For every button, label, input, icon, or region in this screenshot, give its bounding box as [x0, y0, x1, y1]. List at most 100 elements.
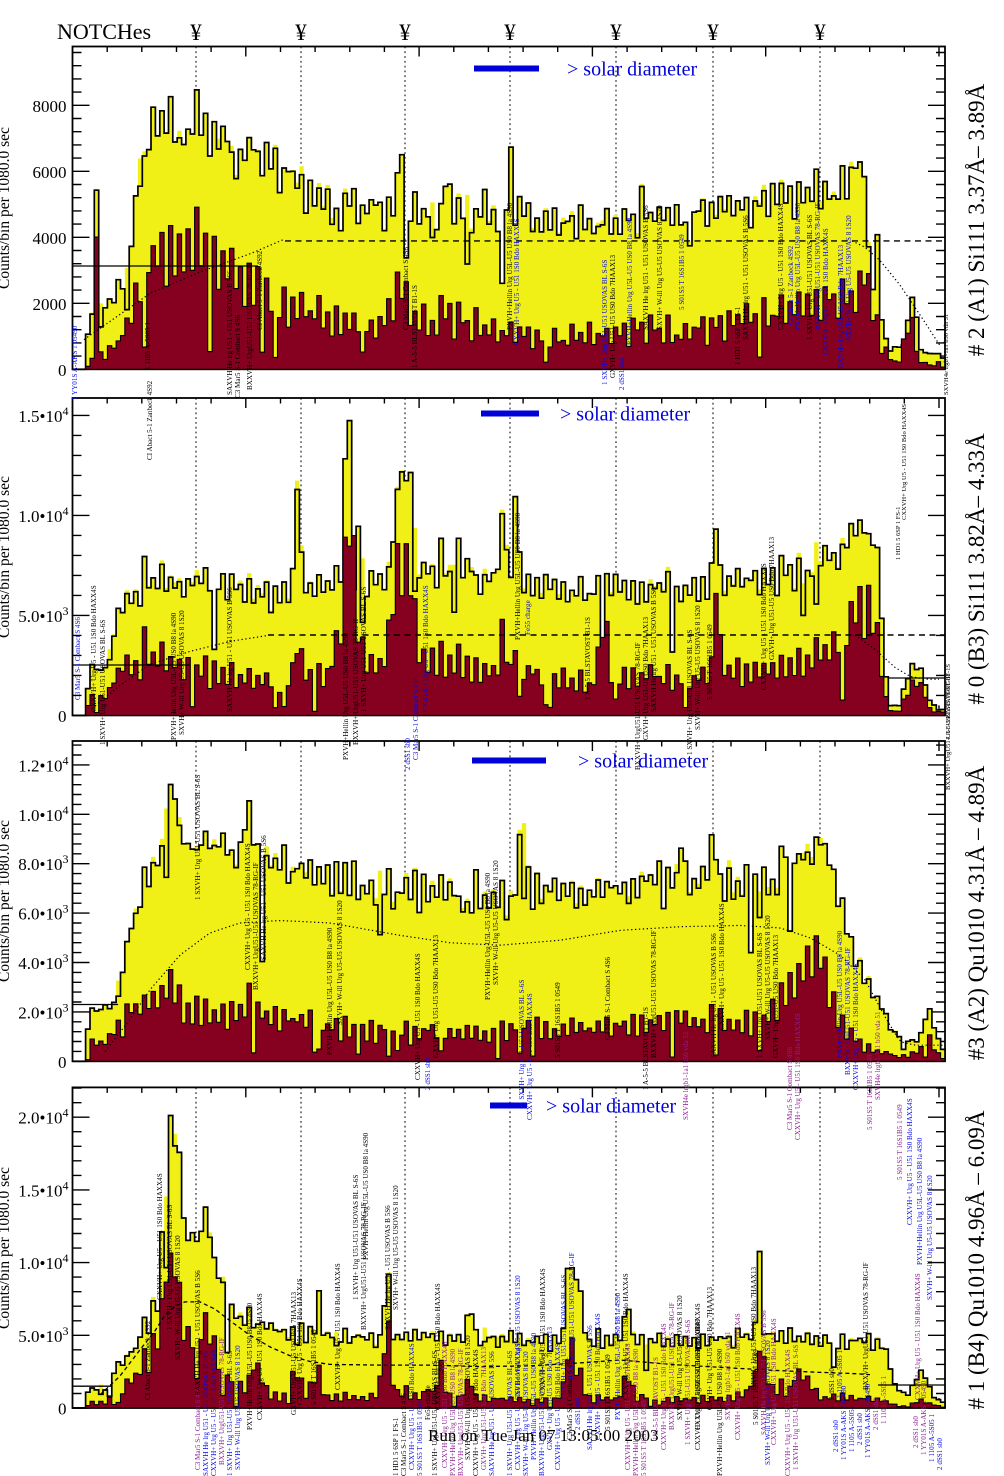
svg-text:SXVH+ W-ill Urg U5-U5 USOVAS 8: SXVH+ W-ill Urg U5-U5 USOVAS 8 1S20 — [522, 1351, 530, 1476]
svg-text:5 S01S5 T 16S1B5 1 0549: 5 S01S5 T 16S1B5 1 0549 — [706, 624, 714, 700]
svg-text:5 S01S5 T 16S1B5 1 0549: 5 S01S5 T 16S1B5 1 0549 — [694, 1319, 702, 1395]
svg-text:BXXVH+ UrgU51-U51 USOVAS 78-RG: BXXVH+ UrgU51-U51 USOVAS 78-RG-IF — [568, 1252, 576, 1380]
svg-text:0: 0 — [58, 1400, 67, 1419]
svg-text:1 HD1 5 6SP 1 FS-1: 1 HD1 5 6SP 1 FS-1 — [734, 306, 742, 365]
svg-text:SAXVH He lrg U51 - U51 USOVAS: SAXVH He lrg U51 - U51 USOVAS B 5S6 — [226, 270, 234, 395]
svg-text:NOTCHes: NOTCHes — [57, 19, 151, 44]
svg-text:CXXVH+ Urg U5 - U51 1S0 Bdo HA: CXXVH+ Urg U5 - U51 1S0 Bdo HAXX4S — [852, 963, 860, 1090]
svg-text:CXXVH+ Urg U5 - U51 1S0 Bdo HA: CXXVH+ Urg U5 - U51 1S0 Bdo HAXX4S — [472, 1349, 480, 1476]
svg-text:CXXVH+ Urg U5 - U51 1S0 Bdo HA: CXXVH+ Urg U5 - U51 1S0 Bdo HAXX4S — [777, 203, 785, 330]
svg-text:CXXVH+ Urg U5 - U51 1S0 Bdo HA: CXXVH+ Urg U5 - U51 1S0 Bdo HAXX4S — [408, 1343, 416, 1470]
svg-text:CXXVH+ Urg U5 - U51 1S0 Bdo HA: CXXVH+ Urg U5 - U51 1S0 Bdo HAXX4S — [822, 228, 830, 355]
svg-text:C3 Mar5 S-1 Combact S 4S6: C3 Mar5 S-1 Combact S 4S6 — [74, 617, 82, 700]
svg-text:0: 0 — [58, 361, 67, 380]
svg-text:BXXVH+ UrgU51-U51 USOVAS 78-RG: BXXVH+ UrgU51-U51 USOVAS 78-RG-IF — [945, 673, 952, 790]
svg-text:SAXVH He lrg U51 - U51 USOVAS: SAXVH He lrg U51 - U51 USOVAS B 5S6 — [586, 1325, 594, 1450]
svg-text:1 SXVH+ Urg U51-U51 USOVAS BL: 1 SXVH+ Urg U51-U51 USOVAS BL S-6S — [360, 587, 368, 712]
svg-text:5 S01S5 T 16S1B5 1 0549: 5 S01S5 T 16S1B5 1 0549 — [640, 1400, 648, 1476]
svg-text:CXXVH+ Urg U5 - U51 1S0 Bdo HA: CXXVH+ Urg U5 - U51 1S0 Bdo HAXX4S — [90, 585, 98, 712]
svg-text:1 1105 A-5S05 1: 1 1105 A-5S05 1 — [928, 1414, 936, 1462]
svg-text:CXXVH+ Urg U5 - U51 1S0 Bdo HA: CXXVH+ Urg U5 - U51 1S0 Bdo HAXX4S — [660, 1323, 668, 1450]
svg-text:CXXVH+ Urg U5 - U51 1S0 Bdo HA: CXXVH+ Urg U5 - U51 1S0 Bdo HAXX4S — [210, 1349, 218, 1476]
svg-text:GXVH+ Urg U51-U5 US0 Bdo 7HAAX: GXVH+ Urg U51-U5 US0 Bdo 7HAAX13 — [768, 536, 776, 660]
svg-text:CXXVH+ Urg U5 - U51 1S0 Bdo HA: CXXVH+ Urg U5 - U51 1S0 Bdo HAXX4S — [526, 993, 534, 1120]
svg-text:BXXVH+ UrgU51-U51 USOVAS 78-RG: BXXVH+ UrgU51-U51 USOVAS 78-RG-IF — [538, 1348, 546, 1476]
svg-text:CI Abact 5-1 Zanbeck 4S92: CI Abact 5-1 Zanbeck 4S92 — [787, 245, 795, 325]
svg-text:GXVH+ Urg U51-U5 US0 Bdo 7HAAX: GXVH+ Urg U51-U5 US0 Bdo 7HAAX13 — [290, 1291, 298, 1415]
svg-text:SXVH4e lrgb1-1a1 b50 vda 51: SXVH4e lrgb1-1a1 b50 vda 51 — [874, 1011, 882, 1100]
svg-text:1 SXVH+ Urg U51-U51 USOVAS BL: 1 SXVH+ Urg U51-U51 USOVAS BL S-6S — [506, 1351, 514, 1476]
svg-text:SXVH4e lrgb1-1a1 b50 vda 51: SXVH4e lrgb1-1a1 b50 vda 51 — [943, 314, 950, 395]
svg-text:SXVH+ W-ill Urg U5-U5 USOVAS 8: SXVH+ W-ill Urg U5-U5 USOVAS 8 1S20 — [234, 1345, 242, 1470]
svg-text:1.5•104: 1.5•104 — [18, 1178, 68, 1200]
svg-text:1 SXVH+ Urg U51-U51 USOVAS BL: 1 SXVH+ Urg U51-U51 USOVAS BL S-6S — [518, 980, 526, 1105]
svg-text:SXVH+ W-ill Urg U5-U5 USOVAS 8: SXVH+ W-ill Urg U5-U5 USOVAS 8 1S20 — [392, 1185, 400, 1310]
svg-text:SXVH+ W-ill Urg U5-U5 USOVAS 8: SXVH+ W-ill Urg U5-U5 USOVAS 8 1S20 — [178, 610, 186, 735]
svg-text:2 dSS1 sb0: 2 dSS1 sb0 — [574, 1398, 582, 1430]
svg-text:GXVH+ Urg U51-U5 US0 Bdo 7HAAX: GXVH+ Urg U51-U5 US0 Bdo 7HAAX13 — [546, 1326, 554, 1450]
svg-text:PXVH+Hellin Urg U5L-U5 US0 B8: PXVH+Hellin Urg U5L-U5 US0 B8 la 4S90 — [342, 632, 350, 760]
svg-text:1.2•104: 1.2•104 — [18, 753, 68, 775]
svg-text:1 SXVH+ Urg U51-U51 USOVAS BL: 1 SXVH+ Urg U51-U51 USOVAS BL S-6S — [756, 933, 764, 1058]
svg-text:2.0•103: 2.0•103 — [18, 1000, 68, 1022]
svg-text:C3 Mar5 S-1 Combact S 4S6: C3 Mar5 S-1 Combact S 4S6 — [412, 677, 420, 760]
svg-text:CXXVH+ Urg U5 - U51 1S0 Bdo HA: CXXVH+ Urg U5 - U51 1S0 Bdo HAXX4S — [539, 1268, 547, 1395]
svg-text:CXXVH+ Urg U5 - U51 1S0 Bdo HA: CXXVH+ Urg U5 - U51 1S0 Bdo HAXX4S — [296, 1278, 304, 1405]
svg-text:1 YY01S A-AKS 1 05490: 1 YY01S A-AKS 1 05490 — [864, 1383, 872, 1458]
svg-text:CXXVH+ Urg U5 - U51 1S0 Bdo HA: CXXVH+ Urg U5 - U51 1S0 Bdo HAXX4S — [334, 1263, 342, 1390]
svg-text:SXVH+ W-ill Urg U5-U5 USOVAS 8: SXVH+ W-ill Urg U5-U5 USOVAS 8 1S20 — [492, 860, 500, 985]
svg-text:SAXVH He lrg U51 - U51 USOVAS: SAXVH He lrg U51 - U51 USOVAS B 5S6 — [710, 933, 718, 1058]
svg-text:Counts/bin per 1080.0 sec: Counts/bin per 1080.0 sec — [0, 476, 13, 638]
svg-text:GXVH+ Urg U51-U5 US0 Bdo 7HAAX: GXVH+ Urg U51-U5 US0 Bdo 7HAAX13 — [772, 934, 780, 1058]
svg-text:5 S01S5 T 16S1B5 1 0549: 5 S01S5 T 16S1B5 1 0549 — [752, 1349, 760, 1425]
svg-text:#3 (A2) Qu1010 4.31Å – 4.89Å: #3 (A2) Qu1010 4.31Å – 4.89Å — [964, 765, 989, 1060]
svg-text:BXXVH+ UrgU51-U51 USOVAS 78-RG: BXXVH+ UrgU51-U51 USOVAS 78-RG-IF — [862, 1262, 870, 1390]
svg-text:Fe55 charge: Fe55 charge — [424, 1385, 432, 1420]
svg-text:SAXVH He lrg U51 - U51 USOVAS: SAXVH He lrg U51 - U51 USOVAS B 5S6 — [488, 1351, 496, 1476]
svg-text:PXVH+Hellin Urg U5L-U5 US0 B8: PXVH+Hellin Urg U5L-U5 US0 B8 la 4S90 — [326, 927, 334, 1055]
svg-text:C3 Mar5 S-1 Combact S 4S6: C3 Mar5 S-1 Combact S 4S6 — [566, 1357, 574, 1440]
svg-text:SAXVH He lrg U51 - U51 USOVAS: SAXVH He lrg U51 - U51 USOVAS B 5S6 — [650, 587, 658, 712]
svg-text:0: 0 — [58, 707, 67, 726]
svg-text:CXXVH+ Urg U5 - U51 1S0 Bdo HA: CXXVH+ Urg U5 - U51 1S0 Bdo HAXX4S — [594, 1313, 602, 1440]
svg-text:SXVH+ W-ill Urg U5-U5 USOVAS 8: SXVH+ W-ill Urg U5-U5 USOVAS 8 1S20 — [676, 1295, 684, 1420]
svg-text:SAXVH He lrg U51 - U51 USOVAS: SAXVH He lrg U51 - U51 USOVAS B 5S6 — [260, 835, 268, 960]
svg-text:CXXVH+ Urg U5 - U51 1S0 Bdo HA: CXXVH+ Urg U5 - U51 1S0 Bdo HAXX4S — [734, 1313, 742, 1440]
svg-text:BXXVH+ UrgU51-U51 USOVAS 78-RG: BXXVH+ UrgU51-U51 USOVAS 78-RG-IF — [218, 1337, 226, 1465]
svg-text:1 1105 A-5S05 1: 1 1105 A-5S05 1 — [836, 1350, 844, 1398]
svg-text:PXVH+Hellin Urg U5L-U5 US0 B8: PXVH+Hellin Urg U5L-U5 US0 B8 la 4S90 — [530, 1332, 538, 1460]
svg-text:PXVH+Hellin Urg U5L-U5 US0 B8: PXVH+Hellin Urg U5L-U5 US0 B8 la 4S90 — [632, 1348, 640, 1476]
svg-text:CXXVH+ Urg U5 - U51 1S0 Bdo HA: CXXVH+ Urg U5 - U51 1S0 Bdo HAXX4S — [718, 903, 726, 1030]
svg-text:Run on Tue Jan 07 13:05:00 200: Run on Tue Jan 07 13:05:00 2003 — [428, 1426, 658, 1445]
svg-text:2 dSS1 sb0: 2 dSS1 sb0 — [936, 1438, 944, 1470]
svg-text:PXVH+Hellin Urg U5L-U5 US0 B8: PXVH+Hellin Urg U5L-U5 US0 B8 la 4S90 — [614, 1292, 622, 1420]
svg-text:SAXVH He lrg U51 - U51 USOVAS: SAXVH He lrg U51 - U51 USOVAS B 5S6 — [642, 205, 650, 330]
svg-text:Counts/bin per 1080.0 sec: Counts/bin per 1080.0 sec — [0, 1167, 13, 1329]
svg-text:SXVH+ W-ill Urg U5-U5 USOVAS 8: SXVH+ W-ill Urg U5-U5 USOVAS 8 1S20 — [174, 1235, 182, 1360]
svg-text:PXVH+Hellin Urg U5L-U5 US0 B8: PXVH+Hellin Urg U5L-U5 US0 B8 la 4S90 — [506, 202, 514, 330]
svg-text:4.0•103: 4.0•103 — [18, 951, 68, 973]
svg-text:1 SXVH+ Urg U51-U51 USOVAS BL: 1 SXVH+ Urg U51-U51 USOVAS BL S-6S — [166, 1205, 174, 1330]
svg-text:SXVH+ W-ill Urg U5-U5 USOVAS 8: SXVH+ W-ill Urg U5-U5 USOVAS 8 1S20 — [694, 605, 702, 730]
svg-text:¥: ¥ — [399, 20, 411, 45]
svg-text:2 dSS1 sb0: 2 dSS1 sb0 — [912, 1416, 920, 1448]
svg-text:1.5•104: 1.5•104 — [18, 404, 68, 426]
svg-text:GXVH+ Urg U51-U5 US0 Bdo 7HAAX: GXVH+ Urg U51-U5 US0 Bdo 7HAAX13 — [432, 934, 440, 1058]
svg-text:GXVH+ Urg U51-U5 US0 Bdo 7HAAX: GXVH+ Urg U51-U5 US0 Bdo 7HAAX13 — [642, 616, 650, 740]
svg-text:CI Abact 5-1 Zanbeck 4S92: CI Abact 5-1 Zanbeck 4S92 — [146, 380, 154, 460]
svg-text:5 S01S5 T 16S1B5 1 0549: 5 S01S5 T 16S1B5 1 0549 — [416, 1400, 424, 1476]
svg-text:¥: ¥ — [707, 20, 719, 45]
svg-text:# 2 (A1) Si111 3.37Å– 3.89Å: # 2 (A1) Si111 3.37Å– 3.89Å — [964, 83, 989, 356]
svg-text:2 dSS1 sb0: 2 dSS1 sb0 — [618, 358, 626, 390]
svg-text:SXVH+ W-ill Urg U5-U5 USOVAS 8: SXVH+ W-ill Urg U5-U5 USOVAS 8 1S20 — [764, 915, 772, 1040]
svg-text:GXVH+ Urg U51-U5 US0 Bdo 7HAAX: GXVH+ Urg U51-U5 US0 Bdo 7HAAX13 — [837, 244, 845, 368]
svg-text:SXVH+ W-ill Urg U5-U5 USOVAS 8: SXVH+ W-ill Urg U5-U5 USOVAS 8 1S20 — [764, 1340, 772, 1465]
svg-text:CI Abact 5-1 Zanbeck 4S92: CI Abact 5-1 Zanbeck 4S92 — [256, 250, 264, 330]
svg-text:> solar diameter: > solar diameter — [567, 59, 697, 81]
svg-text:5 S01S5 T 16S1B5 1 0549: 5 S01S5 T 16S1B5 1 0549 — [604, 1354, 612, 1430]
svg-text:GXVH+ Urg U51-U5 US0 Bdo 7HAAX: GXVH+ Urg U51-U5 US0 Bdo 7HAAX13 — [480, 1346, 488, 1470]
svg-text:¥: ¥ — [295, 20, 307, 45]
svg-text:BXXVH+ UrgU51-U51 USOVAS 78-RG: BXXVH+ UrgU51-U51 USOVAS 78-RG-IF — [457, 1348, 465, 1476]
svg-text:5.0•103: 5.0•103 — [18, 604, 68, 626]
svg-text:PXVH+Hellin Urg U5L-U5 US0 B8: PXVH+Hellin Urg U5L-U5 US0 B8 la 4S90 — [836, 930, 844, 1058]
